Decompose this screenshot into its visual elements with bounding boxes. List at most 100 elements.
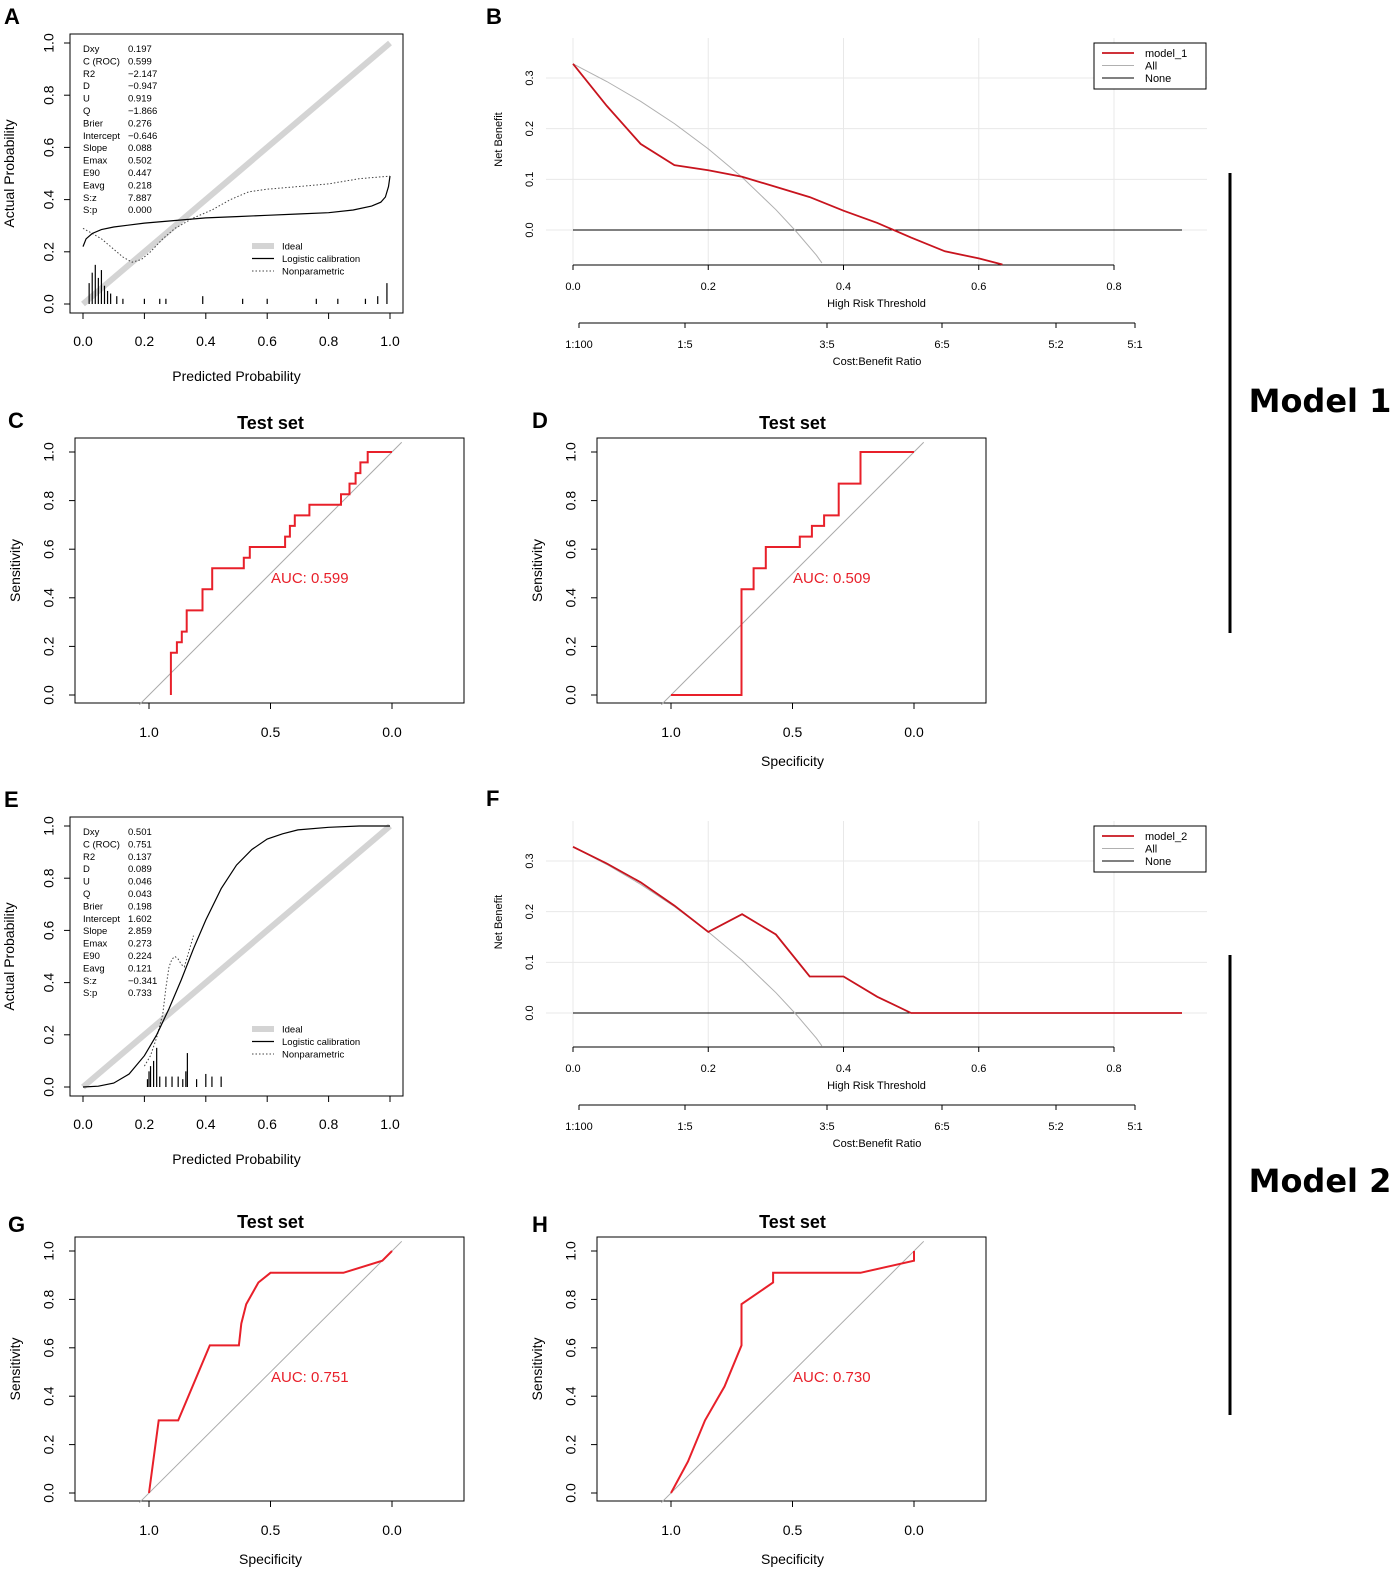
- stat-name: Brier: [83, 901, 103, 912]
- cb-tick-label: 5:1: [1127, 339, 1142, 351]
- x-tick-label: 0.5: [783, 1522, 803, 1538]
- y-tick-label: 0.2: [41, 242, 57, 262]
- stat-value: 0.502: [128, 156, 152, 167]
- stat-name: S:p: [83, 205, 97, 216]
- y-tick-label: 0.8: [563, 1289, 579, 1309]
- x-tick-label: 1.0: [380, 1116, 400, 1132]
- x-axis-label: Predicted Probability: [172, 1151, 300, 1167]
- model-2-bracket: Model 2: [1228, 955, 1391, 1415]
- y-tick-label: 0.4: [563, 1386, 579, 1406]
- y-axis-label: Sensitivity: [7, 1337, 23, 1400]
- plot-title: Test set: [759, 1212, 826, 1232]
- x-tick-label: 0.4: [196, 333, 216, 349]
- stat-value: 0.447: [128, 168, 152, 179]
- legend-label: model_1: [1145, 48, 1187, 60]
- x-tick-label: 0.4: [196, 1116, 216, 1132]
- x-tick-label: 1.0: [380, 333, 400, 349]
- stat-name: C (ROC): [83, 839, 120, 850]
- legend-label: Logistic calibration: [282, 254, 360, 265]
- y-tick-label: 0.0: [524, 222, 536, 237]
- x-tick-label: 1.0: [139, 1522, 159, 1538]
- stat-value: 0.733: [128, 988, 152, 999]
- chance-line: [660, 441, 925, 706]
- plot-frame: [69, 33, 404, 314]
- stat-name: S:p: [83, 988, 97, 999]
- stat-value: 0.599: [128, 56, 152, 67]
- stat-value: 0.751: [128, 839, 152, 850]
- chance-line: [138, 441, 403, 706]
- stat-value: −1.866: [128, 106, 157, 117]
- stat-value: 0.273: [128, 939, 152, 950]
- y-tick-label: 0.0: [41, 1483, 57, 1503]
- stat-name: E90: [83, 951, 100, 962]
- plot-title: Test set: [237, 1212, 304, 1232]
- y-tick-label: 0.6: [563, 1338, 579, 1358]
- x-tick-label: 0.4: [836, 1063, 851, 1075]
- panel-label: C: [8, 408, 24, 433]
- stat-name: Slope: [83, 926, 107, 937]
- y-tick-label: 0.8: [563, 491, 579, 511]
- cb-tick-label: 5:2: [1048, 339, 1063, 351]
- stat-value: 0.137: [128, 852, 152, 863]
- legend-label: All: [1145, 844, 1157, 856]
- y-tick-label: 0.8: [41, 1289, 57, 1309]
- panel-d: D Test set AUC: 0.509 1.0 0.5 0.0 0.0 0.2 0.4 0.6…: [529, 408, 987, 769]
- y-tick-label: 0.0: [563, 1483, 579, 1503]
- stat-value: 7.887: [128, 193, 152, 204]
- cb-tick-label: 5:2: [1048, 1121, 1063, 1133]
- stat-name: Brier: [83, 118, 103, 129]
- stat-name: Emax: [83, 156, 108, 167]
- y-tick-label: 0.4: [563, 588, 579, 608]
- y-tick-label: 0.4: [41, 1386, 57, 1406]
- panel-e: E 0.0 0.2 0.4 0.6 0.8 1.0 0.0 0.2 0.4 0.6 0.8 1.0 Pre…: [1, 787, 404, 1167]
- stat-name: C (ROC): [83, 56, 120, 67]
- x-tick-label: 0.0: [565, 1063, 580, 1075]
- y-tick-label: 0.6: [41, 920, 57, 940]
- y-tick-label: 0.6: [41, 1338, 57, 1358]
- y-tick-label: 0.2: [41, 636, 57, 656]
- y-axis-label: Actual Probability: [1, 119, 17, 227]
- x-axis-label: Predicted Probability: [172, 368, 300, 384]
- x-tick-label: 0.0: [73, 1116, 93, 1132]
- y-tick-label: 0.0: [524, 1005, 536, 1020]
- panel-f: F 0.0 0.2 0.4 0.6 0.8 High Risk Threshold 0.0 0.…: [486, 786, 1207, 1150]
- y-tick-label: 0.4: [41, 973, 57, 993]
- x-tick-label: 0.5: [261, 1522, 281, 1538]
- x-tick-label: 0.0: [904, 1522, 924, 1538]
- panel-h: H Test set AUC: 0.730 1.0 0.5 0.0 0.0 0.2 0.4 0.6…: [529, 1212, 987, 1567]
- roc-curve: [169, 451, 392, 695]
- x-axis-label: Specificity: [761, 1551, 824, 1567]
- stat-value: 0.919: [128, 94, 152, 105]
- auc-label: AUC: 0.509: [793, 570, 871, 587]
- cb-tick-label: 5:1: [1127, 1121, 1142, 1133]
- model-1-bracket: Model 1: [1228, 173, 1391, 633]
- x-tick-label: 0.8: [1106, 1063, 1121, 1075]
- stat-name: Intercept: [83, 131, 120, 142]
- x-tick-label: 0.0: [904, 724, 924, 740]
- x-tick-label: 0.0: [565, 281, 580, 293]
- stat-name: R2: [83, 69, 95, 80]
- cb-tick-label: 1:5: [677, 339, 692, 351]
- roc-curve: [148, 1250, 393, 1494]
- plot-frame: [74, 1236, 465, 1502]
- x-tick-label: 0.4: [836, 281, 851, 293]
- cost-benefit-label: Cost:Benefit Ratio: [833, 356, 922, 368]
- cb-tick-label: 1:5: [677, 1121, 692, 1133]
- panels: A 0.0 0.2 0.4 0.6 0.8 1.0 0.0 0.2 0.4 0.6 0.8 1.0 Pre…: [1, 4, 1207, 1567]
- y-tick-label: 0.2: [41, 1435, 57, 1455]
- logistic-calibration-curve: [82, 176, 391, 247]
- y-tick-label: 0.8: [41, 491, 57, 511]
- y-tick-label: 0.0: [41, 685, 57, 705]
- y-tick-label: 0.8: [41, 85, 57, 105]
- y-tick-label: 1.0: [41, 816, 57, 836]
- roc-curve: [670, 1251, 915, 1494]
- legend-label: Ideal: [282, 242, 303, 253]
- y-axis-label: Net Benefit: [493, 895, 505, 949]
- panel-label: B: [486, 4, 502, 29]
- panel-b: B 0.0 0.2 0.4 0.6 0.8 High Risk Threshold 0.0 0.…: [486, 4, 1207, 368]
- x-axis-label: High Risk Threshold: [827, 298, 926, 310]
- stat-name: D: [83, 81, 90, 92]
- x-tick-label: 0.2: [701, 281, 716, 293]
- cb-tick-label: 6:5: [934, 1121, 949, 1133]
- stat-name: S:z: [83, 193, 97, 204]
